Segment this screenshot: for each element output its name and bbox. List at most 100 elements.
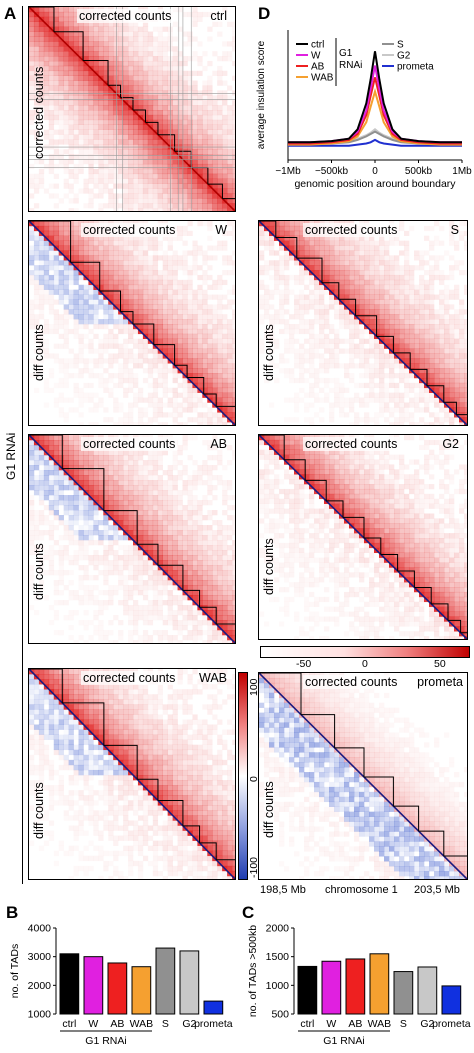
heatmap-cell bbox=[118, 699, 124, 705]
heatmap-cell bbox=[38, 21, 45, 27]
heatmap-cell bbox=[118, 377, 124, 384]
heatmap-cell bbox=[88, 188, 94, 194]
heatmap-cell bbox=[187, 615, 193, 621]
heatmap-cell bbox=[73, 319, 79, 325]
heatmap-cell bbox=[83, 590, 89, 596]
heatmap-cell bbox=[192, 203, 198, 209]
heatmap-cell bbox=[83, 610, 89, 616]
heatmap-cell bbox=[93, 625, 98, 630]
heatmap-cell bbox=[98, 193, 104, 199]
heatmap-cell bbox=[162, 764, 168, 771]
heatmap-cell bbox=[83, 600, 88, 605]
heatmap-cell bbox=[192, 80, 198, 86]
heatmap-cell bbox=[68, 289, 74, 295]
heatmap-cell bbox=[29, 515, 35, 521]
heatmap-cell bbox=[38, 235, 45, 241]
heatmap-cell bbox=[118, 744, 124, 751]
heatmap-cell bbox=[192, 36, 198, 42]
heatmap-cell bbox=[83, 314, 89, 320]
tad-boundary bbox=[83, 60, 109, 86]
heatmap-cell bbox=[128, 635, 134, 641]
heatmap-cell bbox=[177, 363, 183, 369]
heatmap-cell bbox=[38, 85, 45, 91]
heatmap-cell bbox=[38, 495, 45, 501]
heatmap-cell bbox=[167, 595, 173, 601]
heatmap-cell bbox=[137, 734, 144, 740]
heatmap-cell bbox=[162, 422, 168, 425]
heatmap-cell bbox=[123, 565, 129, 571]
heatmap-cell bbox=[48, 265, 55, 271]
heatmap-cell bbox=[83, 595, 88, 600]
heatmap-cell bbox=[118, 265, 124, 271]
heatmap-cell bbox=[202, 353, 208, 359]
heatmap-cell bbox=[133, 724, 139, 730]
heatmap-cell bbox=[172, 284, 178, 290]
heatmap-cell bbox=[38, 470, 45, 476]
heatmap-cell bbox=[212, 475, 218, 481]
heatmap-cell bbox=[157, 450, 164, 456]
heatmap-cell bbox=[98, 535, 104, 541]
heatmap-cell bbox=[128, 245, 134, 251]
heatmap-cell bbox=[103, 314, 109, 320]
heatmap-cell bbox=[128, 605, 134, 611]
heatmap-cell bbox=[48, 289, 55, 295]
heatmap-cell bbox=[232, 525, 235, 531]
heatmap-cell bbox=[147, 585, 154, 591]
heatmap-cell bbox=[207, 387, 213, 393]
heatmap-cell bbox=[68, 729, 74, 735]
heatmap-cell bbox=[113, 555, 119, 561]
heatmap-cell bbox=[142, 764, 149, 771]
heatmap-cell bbox=[222, 377, 228, 384]
heatmap-cell bbox=[182, 90, 188, 96]
heatmap-cell bbox=[182, 304, 188, 310]
heatmap-cell bbox=[172, 119, 178, 126]
heatmap-cell bbox=[33, 373, 40, 379]
heatmap-cell bbox=[83, 398, 88, 403]
heatmap-cell bbox=[118, 119, 124, 126]
heatmap-cell bbox=[207, 475, 213, 481]
heatmap-cell bbox=[48, 294, 55, 300]
heatmap-cell bbox=[157, 495, 164, 501]
heatmap-cell bbox=[103, 590, 109, 596]
heatmap-cell bbox=[38, 183, 45, 189]
heatmap-cell bbox=[103, 500, 109, 506]
heatmap-cell bbox=[58, 235, 64, 241]
heatmap-cell bbox=[58, 343, 64, 349]
heatmap-cell bbox=[187, 455, 193, 461]
heatmap-cell bbox=[53, 490, 60, 496]
heatmap-cell bbox=[217, 100, 222, 105]
heatmap-cell bbox=[152, 407, 159, 413]
heatmap-cell bbox=[187, 295, 192, 300]
heatmap-cell bbox=[58, 284, 64, 290]
heatmap-cell bbox=[103, 417, 109, 423]
heatmap-cell bbox=[217, 168, 223, 175]
heatmap-cell bbox=[58, 445, 64, 451]
heatmap-cell bbox=[167, 480, 173, 486]
heatmap-cell bbox=[103, 382, 109, 389]
heatmap-cell bbox=[207, 319, 213, 325]
heatmap-cell bbox=[153, 250, 158, 255]
heatmap-cell bbox=[118, 163, 124, 170]
heatmap-cell bbox=[227, 358, 233, 364]
heatmap-cell bbox=[88, 709, 94, 715]
heatmap-cell bbox=[43, 95, 50, 101]
heatmap-cell bbox=[48, 709, 55, 715]
heatmap-cell bbox=[103, 455, 109, 461]
heatmap-cell bbox=[182, 255, 188, 261]
heatmap-cell bbox=[98, 173, 104, 179]
heatmap-cell bbox=[157, 455, 164, 461]
heatmap-cell bbox=[98, 343, 104, 349]
heatmap-cell bbox=[128, 304, 134, 310]
heatmap-cell bbox=[78, 314, 84, 320]
heatmap-cell bbox=[212, 684, 218, 690]
heatmap-cell bbox=[152, 724, 159, 730]
heatmap-cell bbox=[103, 85, 109, 91]
heatmap-cell bbox=[157, 319, 164, 325]
heatmap-cell bbox=[197, 719, 203, 725]
heatmap-cell bbox=[128, 714, 134, 720]
heatmap-cell bbox=[53, 163, 60, 170]
heatmap-cell bbox=[58, 270, 64, 276]
heatmap-cell bbox=[63, 744, 69, 751]
heatmap-cell bbox=[53, 173, 60, 179]
heatmap-cell bbox=[152, 183, 159, 189]
